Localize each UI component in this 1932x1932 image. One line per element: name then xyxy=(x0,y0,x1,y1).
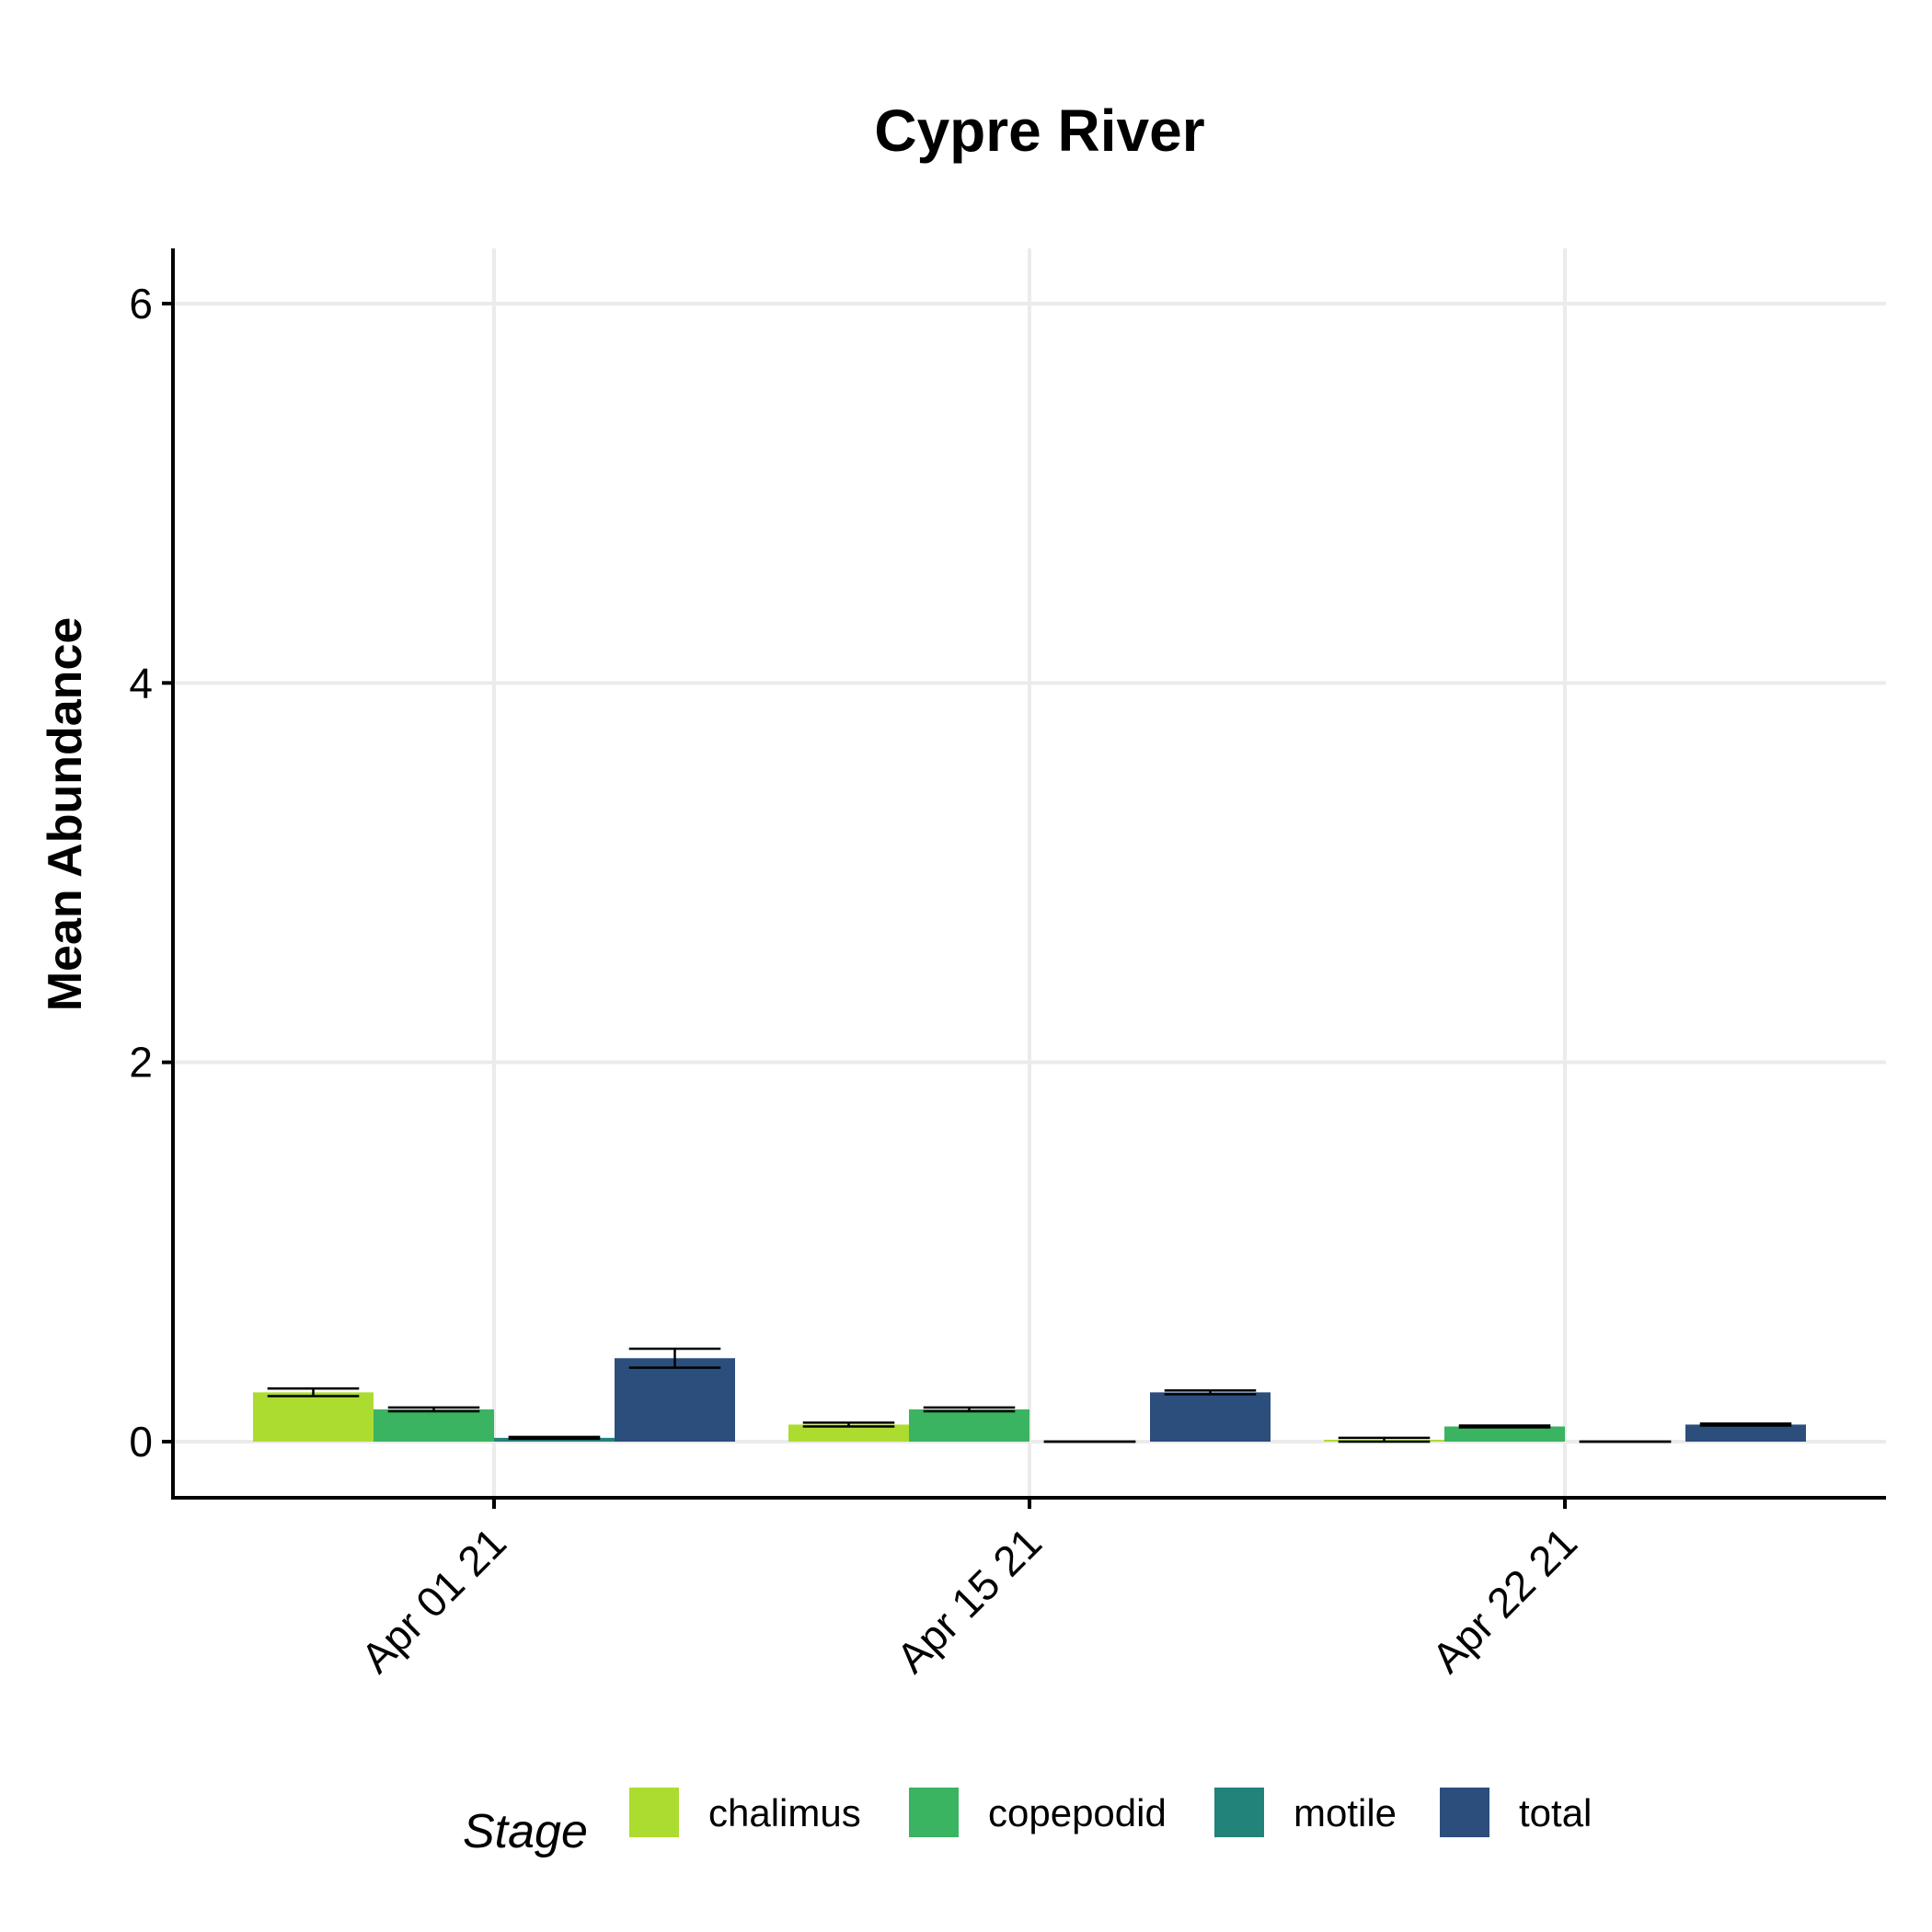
axes: 0 2 4 6 Apr 01 21 Apr 15 21 Apr 22 21 xyxy=(129,248,1886,1682)
grid-lines xyxy=(173,248,1886,1498)
bar-chalimus xyxy=(788,1424,909,1442)
legend-swatch-motile xyxy=(1214,1788,1264,1837)
y-tick-label: 0 xyxy=(129,1418,153,1466)
legend-label-copepodid: copepodid xyxy=(988,1791,1167,1834)
y-axis-title: Mean Abundance xyxy=(39,617,92,1012)
bar-chalimus xyxy=(253,1392,374,1442)
legend-label-chalimus: chalimus xyxy=(708,1791,861,1834)
legend-swatch-chalimus xyxy=(629,1788,679,1837)
bar-total xyxy=(615,1358,735,1442)
bar-marks xyxy=(253,1347,1806,1443)
bar-total xyxy=(1150,1392,1271,1442)
x-tick-label: Apr 15 21 xyxy=(887,1518,1051,1682)
legend-swatch-total xyxy=(1440,1788,1489,1837)
chart-title: Cypre River xyxy=(874,98,1204,164)
legend-swatch-copepodid xyxy=(909,1788,959,1837)
y-tick-label: 2 xyxy=(129,1039,153,1087)
legend-label-total: total xyxy=(1519,1791,1592,1834)
x-tick-label: Apr 22 21 xyxy=(1422,1518,1586,1682)
bar-copepodid xyxy=(374,1409,494,1442)
bar-copepodid xyxy=(909,1409,1029,1442)
x-tick-label: Apr 01 21 xyxy=(351,1518,515,1682)
legend: Stage chalimus copepodid motile total xyxy=(463,1788,1592,1858)
y-tick-label: 6 xyxy=(129,280,153,328)
bar-copepodid xyxy=(1444,1426,1565,1442)
y-tick-label: 4 xyxy=(129,659,153,707)
bar-total xyxy=(1685,1424,1806,1442)
legend-label-motile: motile xyxy=(1294,1791,1397,1834)
legend-title: Stage xyxy=(463,1805,588,1858)
